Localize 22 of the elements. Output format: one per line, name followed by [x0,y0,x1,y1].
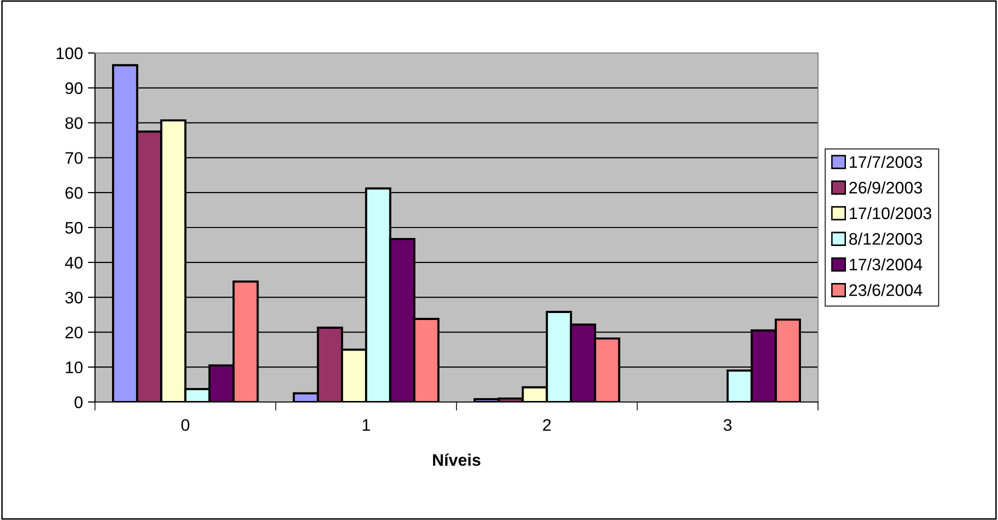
y-tick-label: 70 [66,152,83,164]
x-axis-title: Níveis [433,454,480,466]
y-tick-label: 0 [74,396,83,408]
x-tick-label: 2 [543,419,551,431]
y-tick-label: 10 [66,362,83,374]
y-tick-label: 40 [65,256,83,269]
legend-label: 17/10/2003 [850,206,932,220]
legend-label: 23/6/2004 [849,284,922,296]
y-tick-label: 20 [65,326,83,338]
y-tick-label: 100 [56,47,83,60]
x-tick-label: 0 [181,419,190,431]
legend-label: 8/12/2003 [849,232,922,245]
x-tick-label: 3 [724,419,732,431]
y-tick-label: 50 [65,222,83,234]
legend-label: 17/3/2004 [850,258,922,270]
legend-label: 17/7/2003 [850,156,922,168]
x-tick-label: 1 [362,419,370,431]
legend-label: 26/9/2003 [849,181,922,194]
y-tick-label: 30 [65,292,83,304]
y-tick-label: 80 [65,117,83,130]
y-tick-label: 60 [66,187,83,199]
y-tick-label: 90 [65,82,83,94]
